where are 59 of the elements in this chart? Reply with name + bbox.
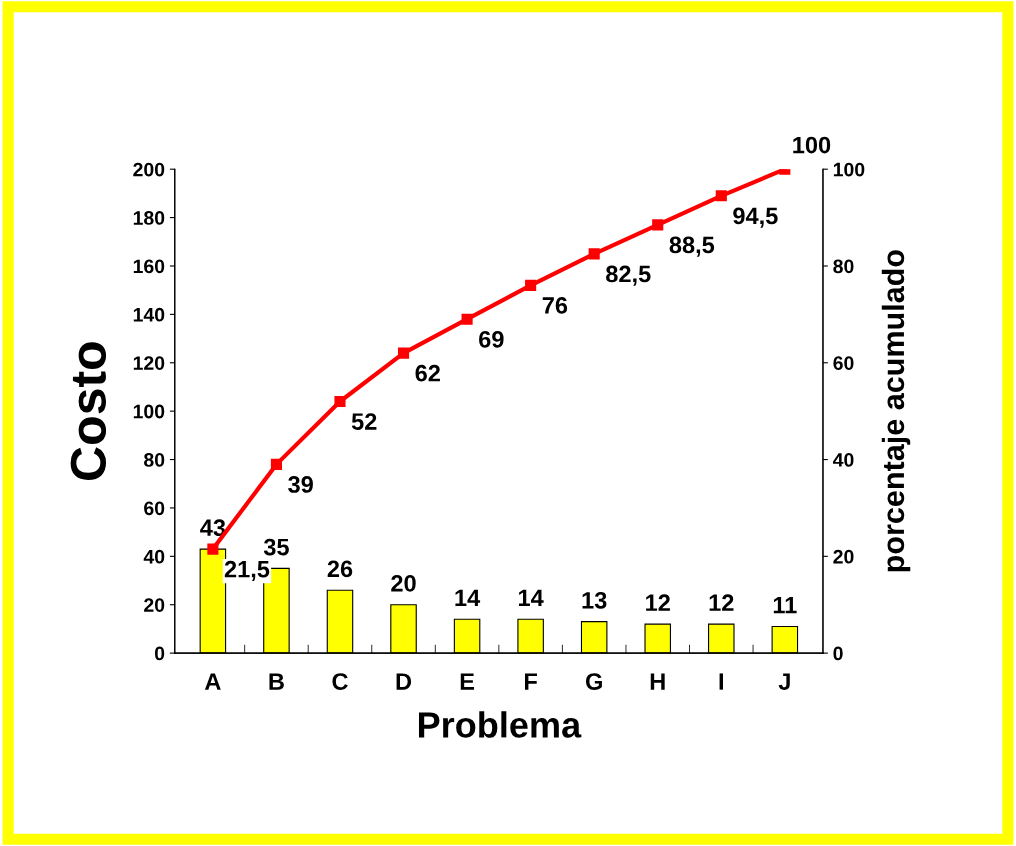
x-tick-label: A	[204, 673, 221, 690]
data-label: 14	[518, 589, 544, 607]
y2-tick-label: 100	[833, 162, 865, 177]
point	[207, 543, 219, 555]
x-tick-label: B	[269, 673, 284, 690]
point	[715, 190, 727, 202]
x-tick-label: E	[460, 673, 475, 690]
data-label: 62	[415, 364, 440, 382]
y-tick-label: 80	[144, 453, 165, 467]
point	[270, 458, 282, 470]
y-tick-label: 20	[144, 598, 165, 612]
point	[334, 395, 346, 408]
data-label: 76	[542, 297, 568, 314]
point	[652, 219, 664, 231]
x-tick-label: C	[332, 673, 348, 690]
y-tick-label: 200	[133, 162, 165, 177]
point	[525, 279, 537, 291]
x-tick-label: J	[778, 673, 790, 690]
data-label: 88,5	[669, 236, 715, 257]
x-tick-label: G	[585, 673, 602, 690]
x-tick-label: I	[719, 673, 723, 690]
y-tick-label: 160	[133, 259, 165, 274]
y-tick-label: 100	[133, 404, 165, 419]
data-label: 14	[455, 589, 481, 607]
y2-tick-label: 0	[833, 646, 843, 661]
data-label: 94,5	[733, 207, 778, 228]
data-label: 11	[773, 597, 797, 614]
x-tick-label: D	[396, 673, 412, 690]
y-tick-label: 180	[133, 211, 165, 225]
data-label: 52	[351, 413, 377, 430]
data-label: 100	[793, 136, 831, 154]
y2-tick-label: 40	[832, 453, 854, 467]
y-tick-label: 60	[144, 501, 165, 516]
y2-tick-label: 20	[833, 549, 854, 564]
data-label: 39	[288, 476, 313, 493]
x-axis-title: Problema	[418, 711, 582, 738]
y-axis-title: Costo	[70, 342, 107, 480]
data-label: 69	[479, 330, 504, 348]
data-label: 13	[582, 591, 607, 609]
y2-axis-title: porcentaje acumulado	[881, 250, 911, 572]
data-label: 12	[646, 594, 670, 611]
y-tick-label: 140	[133, 307, 165, 322]
data-label: 82,5	[606, 265, 651, 286]
y2-tick-label: 80	[833, 259, 854, 274]
data-label: 43	[200, 519, 226, 537]
y-tick-label: 40	[143, 549, 165, 564]
data-label: 35	[263, 538, 289, 556]
x-tick-label: F	[525, 673, 537, 690]
x-tick-label: H	[650, 673, 665, 690]
point	[588, 248, 600, 260]
y-tick-label: 0	[154, 646, 165, 661]
data-label: 21,5	[224, 560, 270, 581]
y-tick-label: 120	[133, 356, 165, 370]
point	[397, 347, 410, 359]
data-label: 20	[391, 575, 416, 592]
point	[461, 313, 473, 325]
y2-tick-label: 60	[833, 356, 854, 370]
data-label: 12	[709, 594, 734, 611]
data-label: 26	[327, 560, 353, 578]
